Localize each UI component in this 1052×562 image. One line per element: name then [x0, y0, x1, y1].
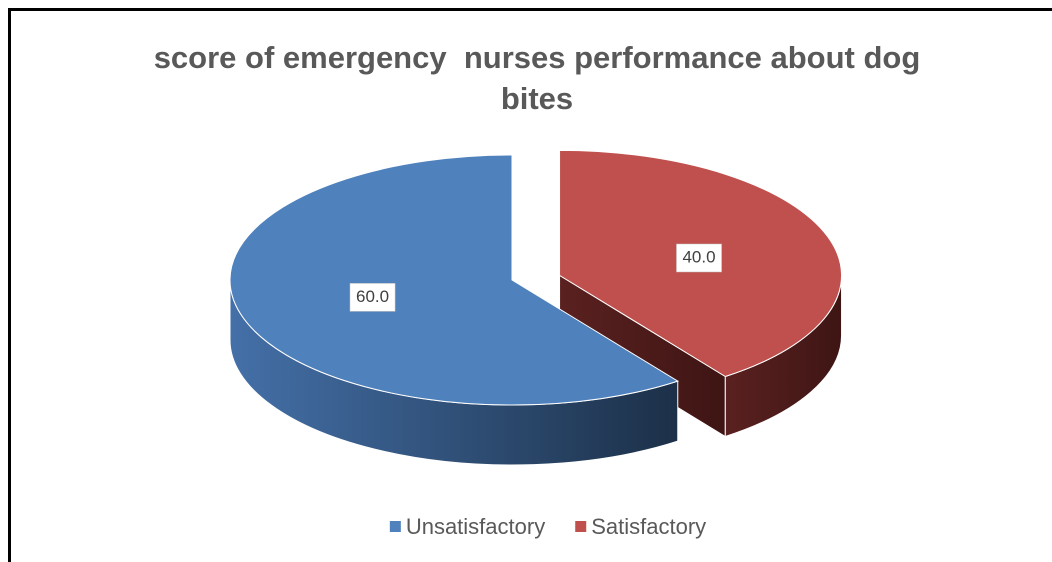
data-label-box	[676, 243, 722, 273]
slice	[229, 154, 679, 406]
legend-swatch	[575, 521, 587, 532]
chart-frame	[8, 8, 1052, 562]
data-label-box	[349, 283, 396, 312]
legend-label: Satisfactory	[591, 514, 706, 539]
data-label: 40.0	[682, 247, 715, 266]
data-label: 60.0	[356, 287, 389, 306]
legend-label: Unsatisfactory	[406, 514, 545, 539]
chart-title: score of emergency nurses performance ab…	[153, 40, 929, 116]
legend-swatch	[389, 521, 401, 532]
